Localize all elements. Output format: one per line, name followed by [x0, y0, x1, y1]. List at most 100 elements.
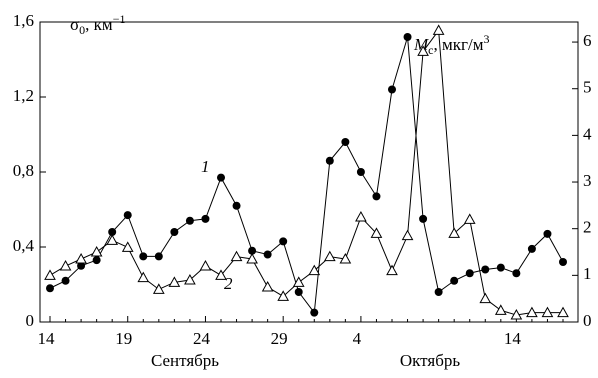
- y-tick-label: 1,6: [13, 11, 34, 30]
- y-label-unit: , км: [85, 15, 113, 34]
- triangle-marker: [541, 306, 554, 318]
- y2-tick-label: 2: [583, 218, 592, 237]
- triangle-marker: [230, 250, 243, 262]
- point-marker: [559, 258, 567, 266]
- point-marker: [403, 33, 412, 41]
- triangle-marker: [44, 269, 56, 280]
- point-marker: [201, 214, 210, 223]
- point-marker: [356, 168, 365, 176]
- y2-label-unit: , мкг/м: [434, 35, 484, 54]
- triangle-marker: [168, 276, 181, 287]
- y-axis-label: σ0, км−1: [70, 12, 125, 37]
- point-marker: [310, 308, 319, 317]
- y-tick-label: 0,4: [13, 236, 35, 255]
- triangle-marker: [292, 276, 305, 287]
- triangle-marker: [152, 283, 165, 294]
- series-line: [49, 29, 563, 316]
- series-annotation: 2: [224, 274, 233, 293]
- point-marker: [527, 244, 536, 253]
- point-marker: [217, 173, 225, 182]
- triangle-marker: [463, 213, 476, 224]
- triangle-marker: [370, 227, 383, 238]
- triangle-marker: [261, 280, 274, 292]
- triangle-marker: [199, 259, 212, 271]
- point-marker: [232, 201, 241, 210]
- triangle-marker: [215, 269, 227, 280]
- point-marker: [496, 263, 505, 272]
- point-marker: [279, 237, 288, 246]
- point-marker: [139, 252, 148, 261]
- triangle-marker: [510, 308, 523, 320]
- triangle-marker: [557, 306, 569, 318]
- point-marker: [465, 269, 474, 278]
- y-label-sup: −1: [113, 12, 126, 26]
- point-marker: [481, 265, 490, 274]
- x-tick-label: 29: [271, 329, 288, 348]
- triangle-marker: [137, 271, 150, 283]
- triangle-marker: [417, 45, 429, 56]
- triangle-marker: [448, 227, 461, 238]
- y2-tick-label: 3: [583, 171, 592, 190]
- triangle-marker: [59, 259, 72, 271]
- triangle-marker: [494, 304, 507, 315]
- point-marker: [46, 284, 54, 293]
- triangle-marker: [386, 264, 398, 276]
- triangle-marker: [526, 306, 538, 318]
- point-marker: [388, 85, 396, 94]
- y-tick-label: 1,2: [13, 86, 34, 105]
- point-marker: [450, 276, 459, 285]
- month-label: Сентябрь: [151, 351, 219, 370]
- x-tick-label: 14: [504, 329, 522, 348]
- point-marker: [248, 246, 257, 255]
- triangle-marker: [246, 252, 258, 264]
- point-marker: [341, 138, 350, 146]
- y-label-symbol: σ: [70, 15, 79, 34]
- month-label: Октябрь: [400, 351, 460, 370]
- point-marker: [77, 261, 86, 270]
- point-marker: [123, 211, 132, 220]
- y-tick-label: 0: [26, 311, 35, 330]
- y2-tick-label: 5: [583, 78, 592, 97]
- point-marker: [325, 156, 334, 165]
- point-marker: [170, 228, 179, 236]
- y2-tick-label: 1: [583, 264, 592, 283]
- y2-label-sub: с: [428, 43, 433, 57]
- triangle-marker: [479, 292, 492, 304]
- triangle-marker: [308, 264, 321, 276]
- triangle-marker: [277, 290, 290, 301]
- point-marker: [434, 288, 443, 296]
- x-tick-label: 14: [38, 329, 56, 348]
- triangle-marker: [184, 273, 196, 285]
- triangle-marker: [401, 229, 414, 241]
- point-marker: [108, 228, 117, 236]
- point-marker: [543, 229, 552, 238]
- series-annotation: 1: [201, 157, 210, 176]
- triangle-marker: [323, 250, 336, 262]
- plot-frame: [39, 21, 579, 323]
- triangle-marker: [121, 241, 134, 252]
- point-marker: [372, 192, 381, 201]
- point-marker: [294, 288, 303, 296]
- point-marker: [185, 216, 194, 225]
- point-marker: [92, 256, 101, 265]
- series-line: [49, 36, 564, 314]
- point-marker: [263, 250, 272, 259]
- point-marker: [154, 252, 163, 261]
- triangle-marker: [75, 252, 87, 264]
- y2-tick-label: 6: [583, 31, 592, 50]
- y-label-sub: 0: [79, 23, 85, 37]
- point-marker: [512, 269, 521, 278]
- triangle-marker: [90, 245, 103, 257]
- x-tick-label: 19: [115, 329, 132, 348]
- y-tick-label: 0,8: [13, 161, 34, 180]
- point-marker: [419, 214, 428, 223]
- y2-label-sup: 3: [483, 32, 489, 46]
- triangle-marker: [339, 252, 352, 264]
- triangle-marker: [106, 234, 119, 245]
- triangle-marker: [432, 24, 445, 35]
- y2-tick-label: 4: [583, 124, 592, 143]
- x-tick-label: 4: [353, 329, 362, 348]
- point-marker: [61, 276, 70, 285]
- triangle-marker: [355, 210, 367, 222]
